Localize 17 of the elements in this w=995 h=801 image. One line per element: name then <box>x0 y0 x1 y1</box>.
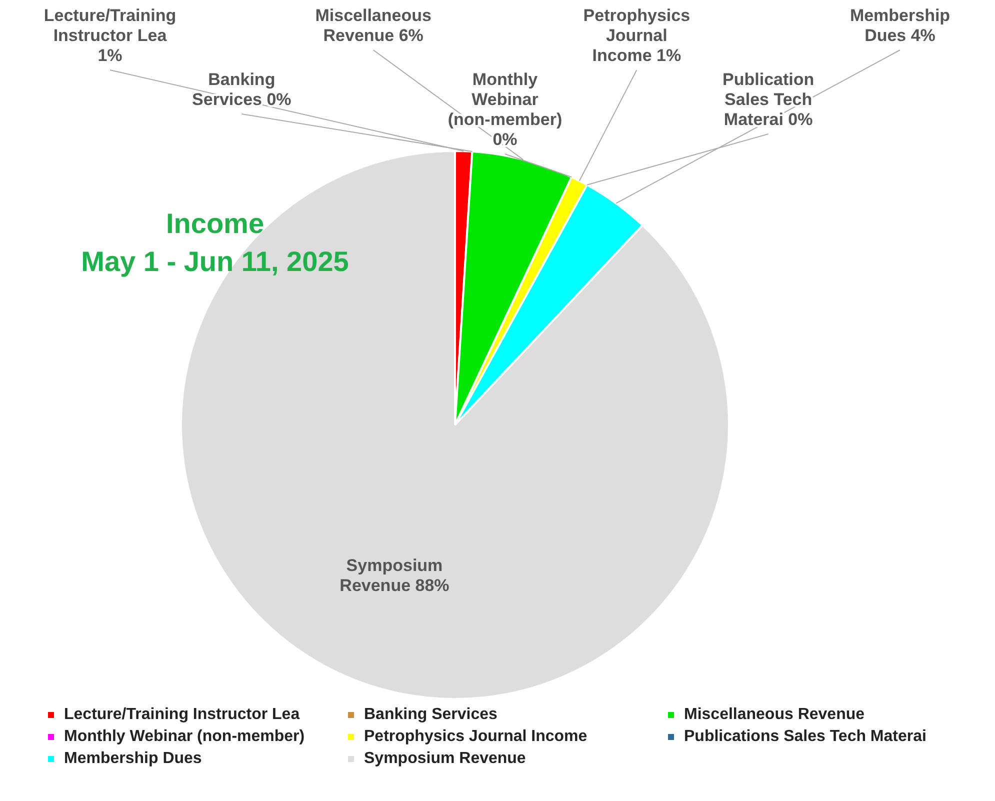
legend-label: Symposium Revenue <box>364 750 526 768</box>
legend-label: Membership Dues <box>64 750 202 768</box>
legend-label: Banking Services <box>364 706 498 724</box>
text: Publication Sales Tech Materai 0% <box>722 70 814 130</box>
legend-label: Publications Sales Tech Materai <box>684 728 926 746</box>
text: Monthly Webinar (non-member) 0% <box>448 70 562 150</box>
data-label: Petrophysics Journal Income 1% <box>583 6 690 66</box>
data-label: Symposium Revenue 88% <box>340 556 450 596</box>
legend-label: Monthly Webinar (non-member) <box>64 728 305 746</box>
legend-label: Petrophysics Journal Income <box>364 728 588 746</box>
data-label: Lecture/Training Instructor Lea 1% <box>44 6 176 66</box>
data-label: Membership Dues 4% <box>850 6 950 46</box>
legend-label: Miscellaneous Revenue <box>684 706 865 724</box>
text: Income May 1 - Jun 11, 2025 <box>80 207 350 279</box>
data-label: Miscellaneous Revenue 6% <box>315 6 432 46</box>
text: Banking Services 0% <box>192 70 292 110</box>
legend-label: Lecture/Training Instructor Lea <box>64 706 300 724</box>
